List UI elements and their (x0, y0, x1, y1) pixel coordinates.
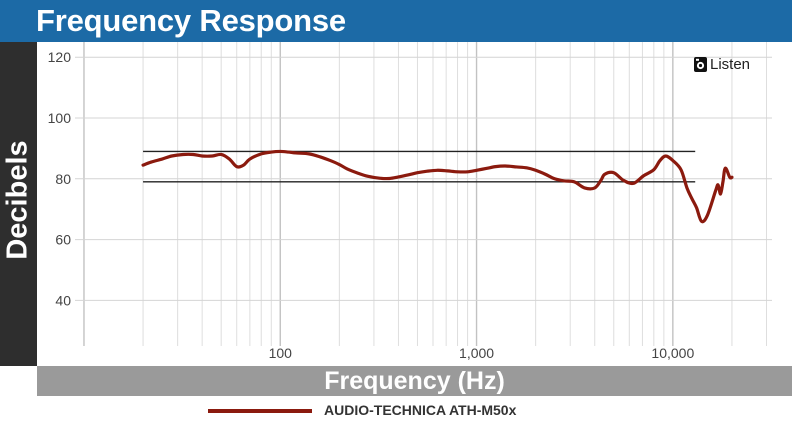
y-axis-label-bar: Decibels (0, 42, 37, 366)
y-tick-layer: 120 100 80 60 40 (48, 49, 72, 308)
grid-layer (75, 42, 772, 346)
y-tick-label: 100 (48, 110, 72, 126)
x-axis-label: Frequency (Hz) (324, 367, 505, 395)
reference-bounds-layer (143, 150, 696, 183)
y-tick-label: 120 (48, 49, 72, 65)
series-line (141, 149, 734, 224)
y-axis-label: Decibels (1, 140, 34, 260)
legend-series-name: AUDIO-TECHNICA ATH-M50x (324, 402, 517, 418)
y-tick-label: 60 (55, 232, 71, 248)
legend: AUDIO-TECHNICA ATH-M50x (0, 398, 792, 424)
series-layer (141, 149, 734, 224)
y-tick-label: 40 (55, 292, 71, 308)
speaker-logo-icon (694, 57, 707, 72)
x-tick-label: 100 (269, 345, 293, 361)
legend-swatch (208, 409, 312, 413)
page-title: Frequency Response (36, 3, 346, 38)
y-tick-label: 80 (55, 171, 71, 187)
frequency-response-chart: 120 100 80 60 40 100 1,000 10,000 (48, 42, 772, 361)
brand-name: Listen (710, 56, 751, 73)
x-tick-label: 10,000 (651, 345, 694, 361)
title-bar: Frequency Response (0, 0, 792, 42)
x-tick-layer: 100 1,000 10,000 (269, 345, 695, 361)
x-axis-label-bar: Frequency (Hz) (37, 366, 792, 396)
x-tick-label: 1,000 (459, 345, 494, 361)
